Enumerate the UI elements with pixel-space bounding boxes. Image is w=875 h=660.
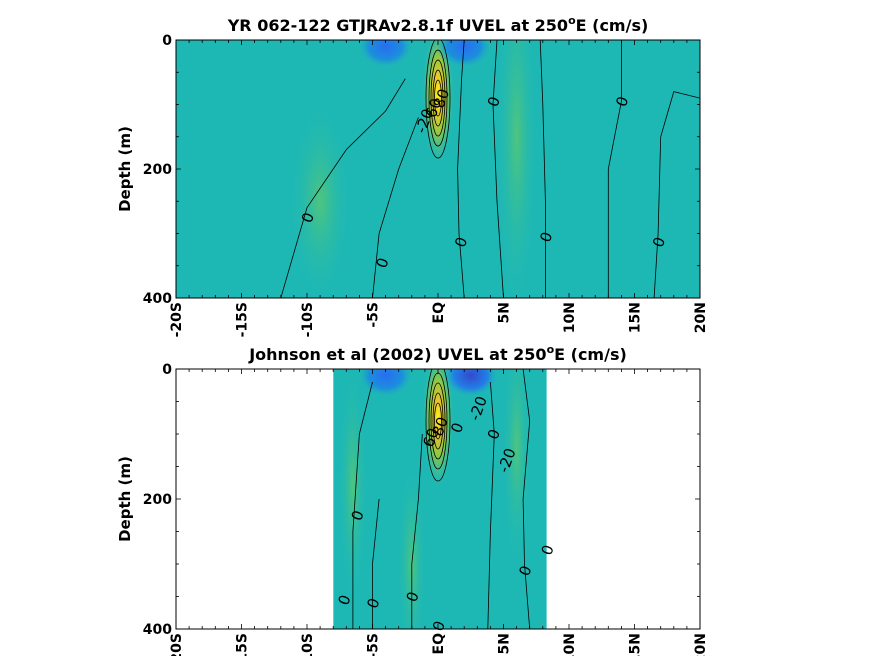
- current-band: [496, 40, 537, 298]
- contour-line: [434, 79, 442, 117]
- contour-label: 60: [419, 426, 442, 450]
- contour-line: [425, 369, 451, 482]
- chart-title: Johnson et al (2002) UVEL at 250oE (cm/s…: [248, 343, 627, 364]
- y-tick-label: 200: [143, 492, 172, 508]
- chart-panel-1: YR 062-122 GTJRAv2.8.1f UVEL at 250oE (c…: [116, 14, 709, 337]
- contour-line: [432, 69, 444, 127]
- velocity-field: [333, 369, 547, 629]
- x-tick-label: EQ: [431, 633, 447, 655]
- x-tick-label: 10N: [562, 633, 578, 656]
- contour-line: [432, 392, 444, 450]
- x-tick-label: -15S: [235, 633, 251, 656]
- x-tick-label: 5N: [497, 633, 513, 654]
- x-tick-label: 20N: [693, 633, 709, 656]
- x-tick-label: 5N: [497, 302, 513, 323]
- x-tick-label: -5S: [366, 302, 382, 328]
- contour-line: [430, 382, 446, 460]
- jet-core: [436, 40, 493, 69]
- contour-label: 80: [430, 86, 453, 110]
- chart-title-main: YR 062-122 GTJRAv2.8.1f UVEL at 250: [227, 16, 568, 35]
- zero-contour: [372, 117, 419, 298]
- contour-line: [428, 49, 448, 147]
- x-tick-label: -10S: [300, 302, 316, 337]
- zero-contour: [411, 433, 423, 629]
- jet-core: [357, 369, 414, 398]
- contour-label: 80: [429, 414, 452, 438]
- chart-title-main: Johnson et al (2002) UVEL at 250: [248, 345, 546, 364]
- x-tick-label: -10S: [300, 633, 316, 656]
- contour-line: [430, 59, 446, 137]
- x-tick-label: -20S: [169, 302, 185, 337]
- x-tick-label: -5S: [366, 633, 382, 656]
- y-tick-label: 400: [143, 291, 172, 307]
- current-band: [338, 369, 367, 606]
- x-tick-label: 10N: [562, 302, 578, 333]
- x-tick-label: 15N: [628, 633, 644, 656]
- chart-title-superscript: o: [568, 14, 576, 27]
- x-tick-label: -20S: [169, 633, 185, 656]
- jet-core: [422, 40, 454, 165]
- contour-label: 60: [422, 96, 445, 120]
- x-tick-label: 15N: [628, 302, 644, 333]
- contour-line: [425, 40, 451, 159]
- contour-line: [434, 402, 442, 440]
- y-axis-label: Depth (m): [116, 456, 134, 542]
- current-band: [397, 464, 426, 629]
- y-axis-label: Depth (m): [116, 126, 134, 212]
- velocity-field: [176, 40, 700, 298]
- chart-title: YR 062-122 GTJRAv2.8.1f UVEL at 250oE (c…: [227, 14, 649, 35]
- chart-title-superscript: o: [547, 343, 555, 356]
- zero-contour: [607, 40, 622, 298]
- zero-contour: [372, 498, 380, 629]
- zero-contour: [492, 40, 504, 298]
- y-tick-label: 0: [162, 362, 172, 378]
- chart-panel-2: Johnson et al (2002) UVEL at 250oE (cm/s…: [116, 343, 709, 660]
- zero-contour: [487, 381, 495, 629]
- x-tick-label: -15S: [235, 302, 251, 337]
- x-tick-label: 20N: [693, 302, 709, 333]
- y-tick-label: 400: [143, 622, 172, 638]
- zero-contour: [352, 381, 373, 629]
- zero-contour: [280, 78, 406, 298]
- y-tick-label: 200: [143, 162, 172, 178]
- x-tick-label: EQ: [431, 302, 447, 324]
- zero-contour: [457, 40, 465, 298]
- zero-contour: [653, 91, 700, 298]
- chart-title-end: E (cm/s): [576, 16, 649, 35]
- jet-core: [442, 369, 499, 398]
- zero-contour: [539, 40, 546, 298]
- jet-core: [357, 40, 414, 69]
- zero-contour: [522, 369, 531, 629]
- y-tick-label: 0: [162, 33, 172, 49]
- current-band: [290, 101, 351, 298]
- chart-title-end: E (cm/s): [554, 345, 627, 364]
